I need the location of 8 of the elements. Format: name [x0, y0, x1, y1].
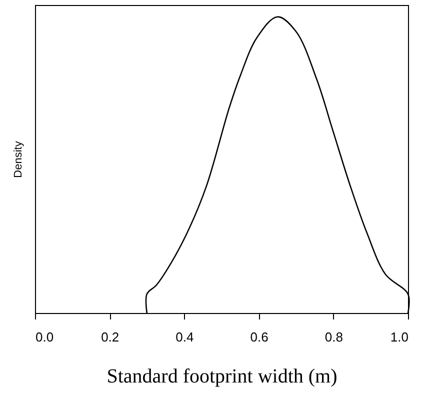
x-axis-title: Standard footprint width (m): [106, 366, 338, 388]
x-tick-label: 0.8: [324, 330, 343, 344]
x-tick-label: 0.4: [176, 330, 194, 344]
x-tick-label: 0.0: [36, 330, 54, 344]
y-axis-title: Density: [12, 140, 24, 178]
x-tick-label: 0.6: [250, 330, 268, 344]
x-tick-label: 1.0: [390, 330, 408, 344]
x-tick-label: 0.2: [101, 330, 120, 344]
